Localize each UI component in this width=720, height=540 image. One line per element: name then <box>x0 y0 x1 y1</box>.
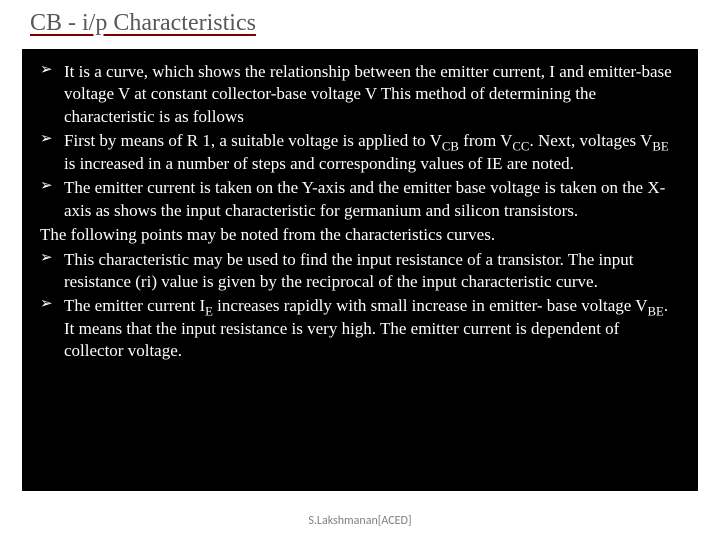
subscript: BE <box>652 140 668 154</box>
subscript: BE <box>648 305 664 319</box>
slide-footer: S.Lakshmanan[ACED] <box>0 514 720 528</box>
bullet-list: It is a curve, which shows the relations… <box>40 61 680 363</box>
slide-title: CB - i/p Characteristics <box>30 10 690 37</box>
subscript: E <box>205 305 213 319</box>
bullet-item: The following points may be noted from t… <box>40 224 680 246</box>
bullet-item: It is a curve, which shows the relations… <box>40 61 680 128</box>
bullet-item: This characteristic may be used to find … <box>40 249 680 294</box>
content-area: It is a curve, which shows the relations… <box>22 49 698 491</box>
subscript: CB <box>442 140 459 154</box>
slide: CB - i/p Characteristics It is a curve, … <box>0 0 720 540</box>
bullet-item: The emitter current is taken on the Y-ax… <box>40 177 680 222</box>
bullet-item: First by means of R 1, a suitable voltag… <box>40 130 680 175</box>
title-bar: CB - i/p Characteristics <box>0 0 720 43</box>
bullet-item: The emitter current IE increases rapidly… <box>40 295 680 362</box>
subscript: CC <box>512 140 529 154</box>
